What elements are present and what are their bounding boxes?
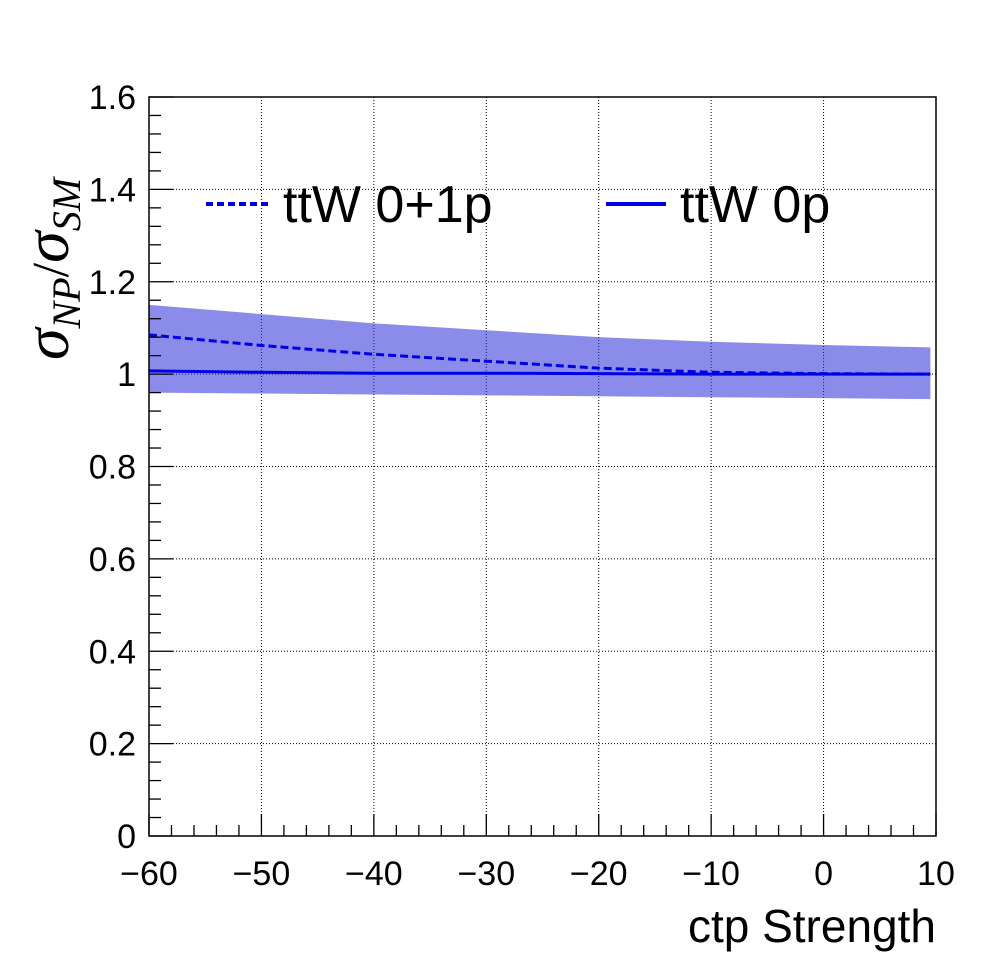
x-tick-label: −20 bbox=[570, 855, 628, 893]
series-lines bbox=[148, 333, 931, 376]
axis-ticks bbox=[148, 96, 937, 837]
x-tick-label: −60 bbox=[120, 855, 178, 893]
series-line-1 bbox=[148, 369, 931, 376]
y-axis-title: σNP/σSM bbox=[11, 175, 89, 360]
x-tick-label: −30 bbox=[457, 855, 515, 893]
y-tick-label: 0.4 bbox=[89, 633, 136, 671]
x-tick-label: −40 bbox=[345, 855, 403, 893]
legend: ttW 0+1p ttW 0p bbox=[206, 176, 830, 234]
y-title-slash: / bbox=[23, 262, 80, 277]
x-tick-label: −50 bbox=[233, 855, 291, 893]
legend-label-ttw-0-1p: ttW 0+1p bbox=[283, 176, 493, 234]
x-tick-label: 10 bbox=[917, 855, 955, 893]
y-tick-label: 0.2 bbox=[89, 726, 136, 764]
y-tick-labels: 0 0.2 0.4 0.6 0.8 1 1.2 1.4 1.6 bbox=[89, 79, 136, 856]
y-title-sub-sm: SM bbox=[44, 175, 89, 231]
uncertainty-band bbox=[149, 304, 931, 400]
svg-text:σNP/σSM: σNP/σSM bbox=[11, 175, 89, 360]
y-tick-label: 1.2 bbox=[89, 264, 136, 302]
x-axis-title: ctp Strength bbox=[688, 900, 936, 952]
y-tick-label: 0.6 bbox=[89, 541, 136, 579]
y-title-sub-np: NP bbox=[44, 277, 89, 329]
legend-label-ttw-0p: ttW 0p bbox=[680, 176, 830, 234]
y-title-sigma-num: σ bbox=[11, 326, 82, 360]
y-tick-label: 0 bbox=[117, 818, 136, 856]
y-tick-label: 1.6 bbox=[89, 79, 136, 117]
uncertainty-band-area bbox=[149, 304, 931, 400]
plot-frame bbox=[148, 96, 937, 837]
x-tick-labels: −60 −50 −40 −30 −20 −10 0 10 bbox=[120, 855, 955, 893]
y-title-sigma-den: σ bbox=[11, 229, 82, 263]
x-tick-label: 0 bbox=[814, 855, 833, 893]
y-tick-label: 1.4 bbox=[89, 171, 136, 209]
y-tick-label: 1 bbox=[117, 356, 136, 394]
x-tick-label: −10 bbox=[682, 855, 740, 893]
y-tick-label: 0.8 bbox=[89, 449, 136, 487]
